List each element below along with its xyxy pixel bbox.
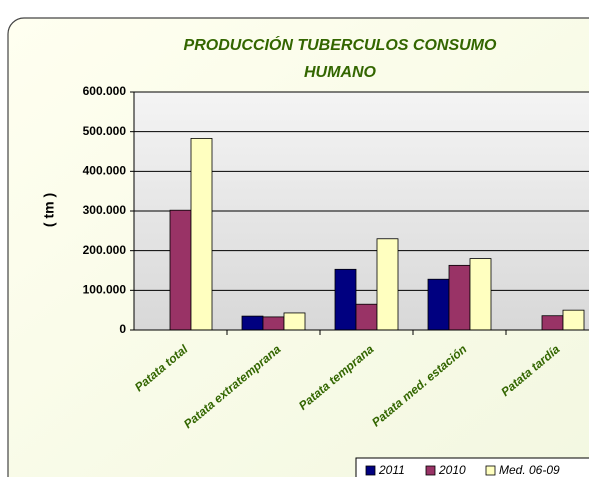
bar bbox=[376, 238, 399, 331]
bar bbox=[190, 138, 213, 331]
bar bbox=[169, 209, 192, 331]
legend-label: 2010 bbox=[438, 463, 466, 477]
y-tick-label: 200.000 bbox=[83, 243, 127, 257]
bar bbox=[283, 312, 306, 331]
bar bbox=[448, 264, 471, 331]
y-axis-label: ( tm ) bbox=[41, 193, 57, 227]
bar bbox=[334, 268, 357, 331]
y-tick-label: 500.000 bbox=[83, 124, 127, 138]
chart-title: PRODUCCIÓN TUBERCULOS CONSUMO bbox=[184, 35, 497, 54]
y-tick-label: 400.000 bbox=[83, 164, 127, 178]
bar bbox=[355, 303, 378, 331]
y-tick-label: 100.000 bbox=[83, 283, 127, 297]
bar bbox=[541, 315, 564, 331]
chart-title: HUMANO bbox=[304, 64, 377, 81]
legend-swatch bbox=[365, 465, 376, 476]
legend-swatch bbox=[485, 465, 496, 476]
legend-label: Med. 06-09 bbox=[499, 463, 560, 477]
bar bbox=[562, 309, 585, 331]
y-tick-label: 600.000 bbox=[83, 84, 127, 98]
bar bbox=[262, 316, 285, 331]
legend-swatch bbox=[425, 465, 436, 476]
legend-box bbox=[355, 457, 589, 477]
bar bbox=[427, 278, 450, 331]
y-tick-label: 0 bbox=[119, 322, 126, 336]
bar bbox=[241, 315, 264, 331]
bar bbox=[469, 258, 492, 331]
y-tick-label: 300.000 bbox=[83, 203, 127, 217]
legend-label: 2011 bbox=[378, 463, 405, 477]
